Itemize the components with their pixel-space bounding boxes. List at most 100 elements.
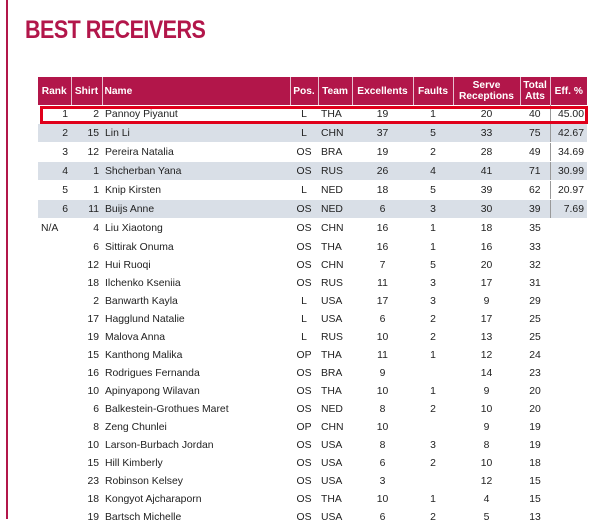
eff-cell <box>550 292 587 310</box>
faults-cell: 1 <box>430 241 436 253</box>
name-cell: Zeng Chunlei <box>105 421 167 433</box>
team-cell: THA <box>321 385 342 397</box>
serve-receptions-cell: 14 <box>480 367 493 379</box>
team-cell: USA <box>321 457 343 469</box>
shirt-cell: 19 <box>87 331 99 343</box>
name-cell: Kongyot Ajcharaporn <box>105 493 202 505</box>
rank-cell <box>38 238 71 257</box>
rank-cell <box>38 346 71 364</box>
shirt-cell: 1 <box>71 161 102 181</box>
total-atts-cell: 35 <box>520 218 550 238</box>
position-cell: OS <box>296 241 312 253</box>
team-cell: CHN <box>318 123 352 143</box>
eff-cell: 20.97 <box>549 180 587 200</box>
excellents-cell: 11 <box>377 349 388 361</box>
eff-cell <box>550 400 587 418</box>
rank-cell <box>38 310 71 328</box>
eff-cell <box>550 238 587 257</box>
name-cell: Buijs Anne <box>102 199 290 219</box>
team-cell: THA <box>321 493 342 505</box>
shirt-cell: 12 <box>71 142 102 162</box>
team-cell: THA <box>321 349 342 361</box>
eff-cell <box>550 256 587 274</box>
rank-cell <box>38 328 71 346</box>
excellents-cell: 8 <box>379 439 386 451</box>
table-row: 10 Apinyapong Wilavan OS THA 10 1 9 20 <box>38 382 587 400</box>
name-cell: Ilchenko Kseniia <box>105 277 181 289</box>
total-atts-cell: 19 <box>529 439 541 451</box>
position-cell: L <box>301 313 307 325</box>
faults-cell: 1 <box>430 349 436 361</box>
position-cell: OS <box>290 161 318 181</box>
highlighted-row-marker <box>40 106 588 124</box>
table-row: 10 Larson-Burbach Jordan OS USA 8 3 8 19 <box>38 436 587 454</box>
excellents-cell: 17 <box>376 295 389 307</box>
serve-receptions-cell: 33 <box>453 123 520 143</box>
shirt-cell: 2 <box>93 295 99 307</box>
serve-receptions-cell: 30 <box>453 199 520 219</box>
position-cell: L <box>290 123 318 143</box>
serve-receptions-cell: 4 <box>483 493 490 505</box>
position-cell: OS <box>290 218 318 238</box>
faults-cell: 2 <box>430 331 436 343</box>
serve-receptions-cell: 17 <box>480 277 493 289</box>
total-atts-cell: 71 <box>520 161 550 181</box>
excellents-cell: 3 <box>379 475 386 487</box>
excellents-cell: 10 <box>376 421 389 433</box>
faults-cell: 5 <box>413 123 453 143</box>
team-cell: CHN <box>321 259 344 271</box>
column-header-serve-receptions: Serve Receptions <box>453 77 521 105</box>
shirt-cell: 17 <box>87 313 99 325</box>
excellents-cell: 11 <box>377 277 388 289</box>
team-cell: NED <box>318 199 352 219</box>
table-row: 19 Malova Anna L RUS 10 2 13 25 <box>38 328 587 346</box>
position-cell: OP <box>296 421 312 433</box>
name-cell: Knip Kirsten <box>102 180 290 200</box>
eff-cell: 34.69 <box>549 142 587 162</box>
serve-receptions-cell: 13 <box>480 331 493 343</box>
column-header-eff: Eff. % <box>550 77 587 105</box>
rank-cell <box>38 274 71 292</box>
rank-cell: 3 <box>38 142 71 162</box>
eff-cell <box>550 328 587 346</box>
excellents-cell: 16 <box>352 218 413 238</box>
excellents-cell: 10 <box>376 385 389 397</box>
page-title: BEST RECEIVERS <box>25 16 206 44</box>
rank-cell <box>38 490 71 508</box>
rank-cell: N/A <box>38 218 71 238</box>
total-atts-cell: 19 <box>529 421 541 433</box>
excellents-cell: 18 <box>352 180 413 200</box>
eff-cell <box>550 382 587 400</box>
serve-receptions-cell: 12 <box>480 475 493 487</box>
position-cell: OP <box>296 349 312 361</box>
rank-cell: 6 <box>38 199 71 219</box>
table-row: 3 12 Pereira Natalia OS BRA 19 2 28 49 34.69 <box>38 142 587 162</box>
faults-cell: 3 <box>430 295 436 307</box>
faults-cell: 3 <box>430 439 436 451</box>
excellents-cell: 37 <box>352 123 413 143</box>
faults-cell <box>413 364 453 382</box>
table-row: 15 Kanthong Malika OP THA 11 1 12 24 <box>38 346 587 364</box>
total-atts-cell: 24 <box>529 349 541 361</box>
total-atts-cell: 32 <box>529 259 541 271</box>
rank-cell <box>38 418 71 436</box>
total-atts-cell: 25 <box>529 313 541 325</box>
team-cell: USA <box>321 511 343 523</box>
table-row: 2 15 Lin Li L CHN 37 5 33 75 42.67 <box>38 123 587 143</box>
excellents-cell: 6 <box>379 313 386 325</box>
table-row: 15 Hill Kimberly OS USA 6 2 10 18 <box>38 454 587 472</box>
team-cell: CHN <box>318 218 352 238</box>
name-cell: Robinson Kelsey <box>105 475 183 487</box>
serve-receptions-cell: 8 <box>483 439 490 451</box>
name-cell: Pereira Natalia <box>102 142 290 162</box>
receivers-table: Rank Shirt Name Pos. Team Excellents Fau… <box>38 77 587 526</box>
team-cell: USA <box>321 313 343 325</box>
position-cell: OS <box>296 457 312 469</box>
total-atts-cell: 39 <box>520 199 550 219</box>
serve-receptions-cell: 10 <box>480 457 493 469</box>
left-accent-rule <box>6 0 8 519</box>
excellents-cell: 8 <box>379 403 386 415</box>
shirt-cell: 16 <box>87 367 99 379</box>
serve-receptions-cell: 5 <box>483 511 490 523</box>
serve-receptions-cell: 10 <box>480 403 493 415</box>
